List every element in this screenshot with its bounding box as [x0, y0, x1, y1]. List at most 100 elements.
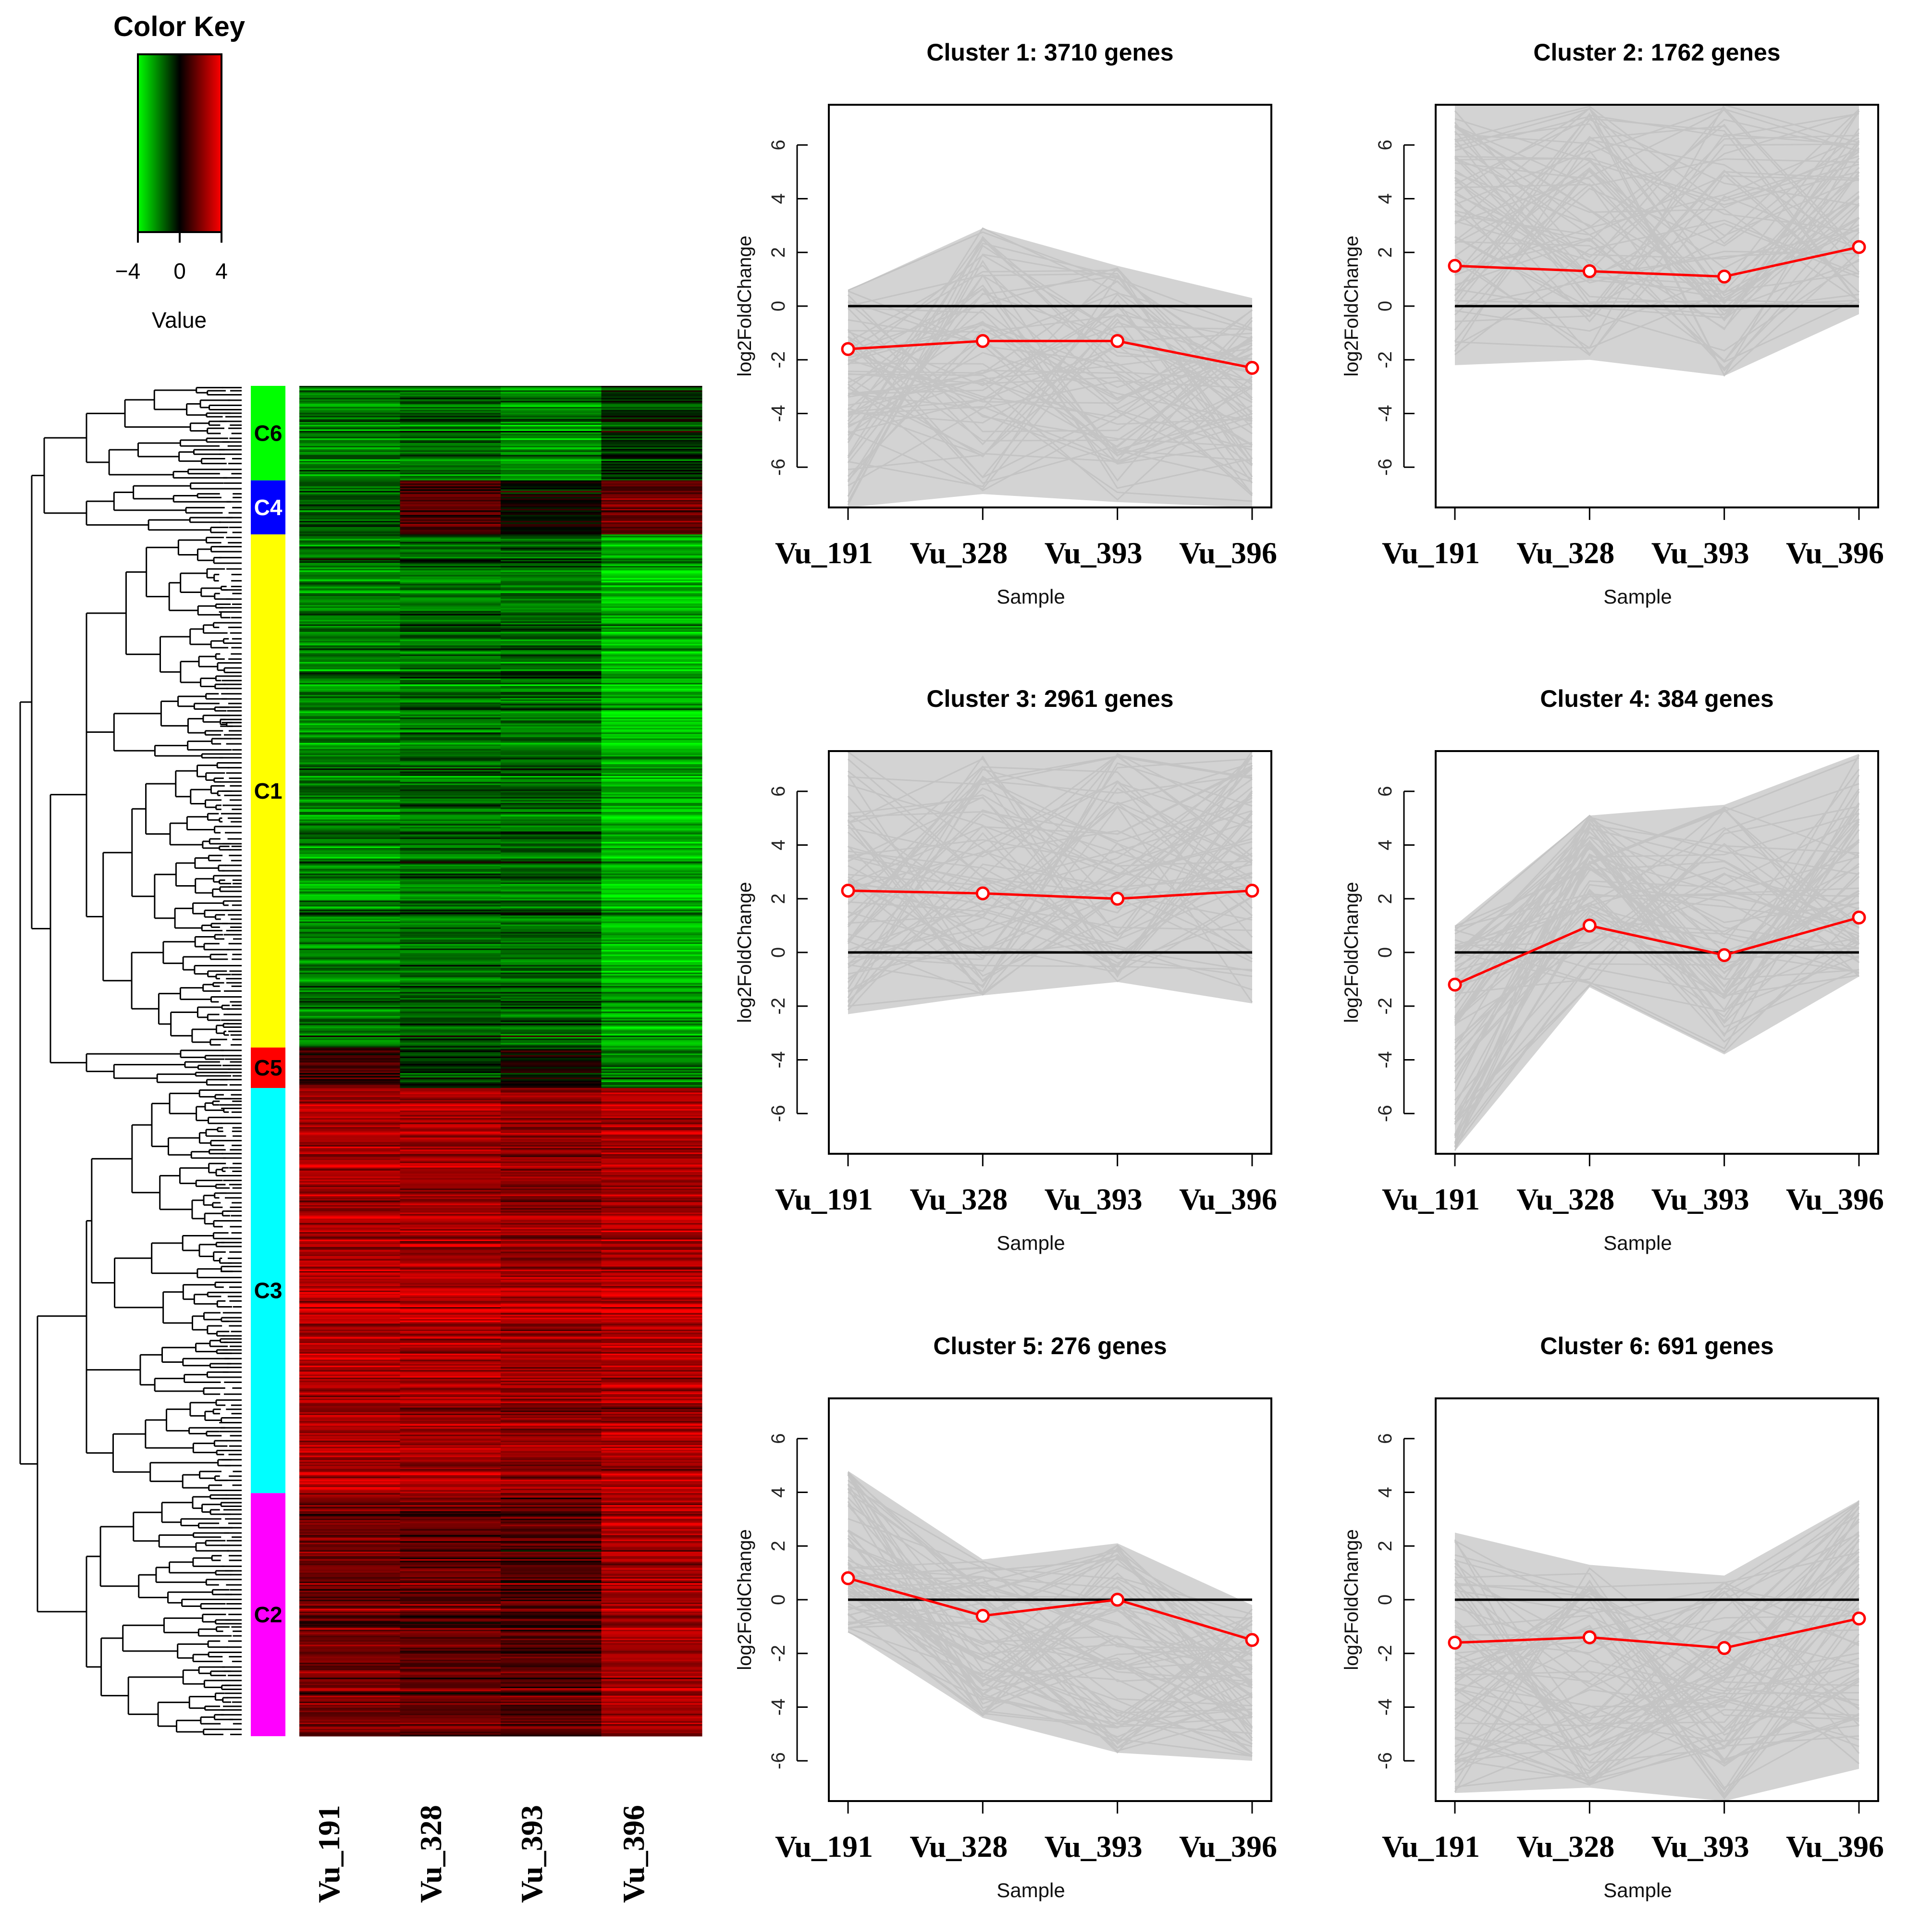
heatmap-cell [601, 617, 702, 619]
heatmap-cell [601, 912, 702, 914]
heatmap-cell [299, 507, 400, 509]
heatmap-cell [501, 411, 602, 413]
heatmap-cell [501, 983, 602, 985]
heatmap-cell [601, 881, 702, 883]
heatmap-cell [601, 473, 702, 475]
heatmap-cell [299, 1166, 400, 1168]
heatmap-cell [601, 804, 702, 806]
heatmap-cell [400, 455, 501, 457]
heatmap-cell [400, 1712, 501, 1714]
heatmap-cell [601, 522, 702, 524]
heatmap-cell [601, 1346, 702, 1348]
heatmap-cell [501, 1077, 602, 1079]
heatmap-cell [400, 1647, 501, 1650]
heatmap-cell [299, 1262, 400, 1264]
gene-profile-line [848, 352, 1253, 428]
heatmap-cell [299, 1652, 400, 1654]
heatmap-cell [601, 669, 702, 671]
heatmap-cell [400, 1277, 501, 1279]
heatmap-cell [601, 1625, 702, 1627]
heatmap-cell [501, 1154, 602, 1156]
heatmap-cell [299, 1574, 400, 1576]
heatmap-cell [299, 999, 400, 1001]
heatmap-cell [601, 409, 702, 412]
heatmap-cell [501, 1089, 602, 1091]
heatmap-cell [501, 1359, 602, 1361]
heatmap-cell [299, 1184, 400, 1186]
heatmap-cell [400, 618, 501, 620]
heatmap-cell [601, 1251, 702, 1254]
heatmap-cell [400, 809, 501, 811]
heatmap-cell [400, 1659, 501, 1662]
heatmap-cell [501, 591, 602, 593]
heatmap-cell [299, 642, 400, 644]
heatmap-cell [299, 858, 400, 861]
heatmap-cell [299, 1619, 400, 1621]
heatmap-cell [601, 1454, 702, 1456]
heatmap-cell [501, 1421, 602, 1423]
heatmap-cell [501, 488, 602, 490]
heatmap-cell [400, 830, 501, 832]
heatmap-cell [299, 1068, 400, 1071]
y-tick-label: -4 [1375, 405, 1396, 422]
heatmap-cell [601, 537, 702, 539]
heatmap-cell [601, 963, 702, 965]
heatmap-cell [501, 618, 602, 620]
y-tick-label: 2 [768, 247, 789, 258]
heatmap-cell [501, 1533, 602, 1536]
heatmap-cell [601, 1476, 702, 1479]
heatmap-cell [601, 1595, 702, 1597]
heatmap-cell [400, 1373, 501, 1375]
heatmap-cell [400, 417, 501, 420]
heatmap-cell [299, 425, 400, 427]
heatmap-cell [299, 1143, 400, 1146]
heatmap-cell [299, 707, 400, 709]
heatmap-cell [501, 1111, 602, 1112]
heatmap-cell [299, 651, 400, 654]
heatmap-cell [601, 819, 702, 821]
heatmap-cell [501, 1232, 602, 1234]
heatmap-cell [501, 1106, 602, 1108]
heatmap-cell [501, 1499, 602, 1501]
heatmap-cell [400, 1574, 501, 1576]
heatmap-cell [299, 1630, 400, 1631]
heatmap-cell [601, 1004, 702, 1006]
heatmap-cell [601, 735, 702, 738]
heatmap-cell [601, 1674, 702, 1677]
heatmap-cell [501, 1382, 602, 1384]
heatmap-cell [501, 1284, 602, 1286]
heatmap-cell [601, 1130, 702, 1132]
heatmap-cell [601, 951, 702, 953]
gene-profile-line [848, 301, 1253, 448]
heatmap-cell [501, 1338, 602, 1341]
heatmap-cell [400, 645, 501, 647]
heatmap-cell [601, 1172, 702, 1174]
heatmap-cell [601, 1328, 702, 1330]
heatmap-cell [501, 1646, 602, 1648]
heatmap-cell [601, 1202, 702, 1204]
gene-profile-line [1454, 171, 1859, 323]
heatmap-cell [501, 1643, 602, 1645]
heatmap-cell [299, 758, 400, 760]
heatmap-cell [601, 995, 702, 997]
heatmap-cell [601, 389, 702, 391]
heatmap-cell [601, 556, 702, 559]
heatmap-cell [400, 749, 501, 751]
heatmap-cell [299, 609, 400, 611]
heatmap-cell [501, 743, 602, 745]
heatmap-cell [299, 408, 400, 410]
heatmap-cell [400, 791, 501, 793]
heatmap-cell [601, 1014, 702, 1016]
heatmap-cell [299, 1020, 400, 1023]
heatmap-cell [400, 1611, 501, 1614]
heatmap-cell [601, 864, 702, 866]
heatmap-cell [299, 1139, 400, 1141]
heatmap-cell [601, 1266, 702, 1269]
heatmap-cell [601, 677, 702, 679]
heatmap-cell [400, 1246, 501, 1247]
heatmap-cell [299, 389, 400, 391]
heatmap-cell [601, 393, 702, 395]
heatmap-cell [299, 942, 400, 944]
heatmap-cell [501, 923, 602, 925]
